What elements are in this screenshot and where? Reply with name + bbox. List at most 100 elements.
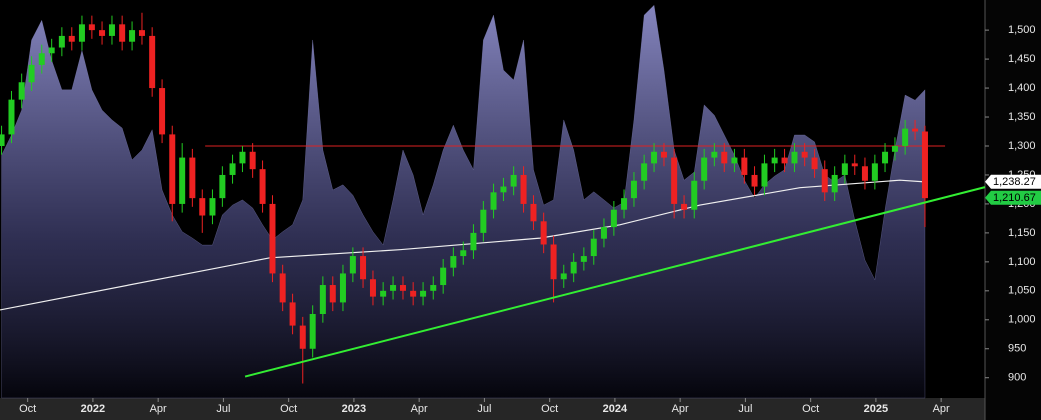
candle-body: [630, 180, 637, 199]
y-tick-label: 900: [1008, 372, 1026, 384]
candle-body: [380, 290, 387, 297]
y-tick-label: 1,450: [1008, 53, 1036, 65]
candle-body: [882, 151, 889, 164]
candle-body: [108, 24, 115, 36]
price-tag: [985, 174, 1041, 189]
x-tick-label: 2022: [81, 403, 105, 415]
candle-body: [239, 151, 246, 164]
candle-body: [360, 256, 367, 280]
candle-body: [450, 256, 457, 268]
candle-body: [821, 169, 828, 193]
price-tag-label: 1,210.67: [993, 192, 1036, 204]
y-tick-label: 950: [1008, 343, 1026, 355]
candle-body: [470, 232, 477, 251]
candle-body: [159, 88, 166, 135]
x-tick-label: Apr: [411, 403, 428, 415]
x-tick-label: Oct: [280, 403, 297, 415]
y-axis-band: [985, 0, 1041, 420]
candle-body: [902, 128, 909, 146]
candle-body: [711, 151, 718, 158]
candle-body: [329, 285, 336, 303]
candle-body: [701, 157, 708, 181]
candle-body: [319, 285, 326, 314]
candle-body: [731, 157, 738, 164]
candle-body: [390, 285, 397, 291]
y-tick-label: 1,000: [1008, 314, 1036, 326]
x-tick-label: Oct: [802, 403, 819, 415]
y-tick-label: 1,350: [1008, 111, 1036, 123]
candle-body: [179, 157, 186, 204]
candle-body: [78, 24, 85, 42]
candle-body: [0, 134, 5, 146]
candle-body: [119, 24, 126, 42]
candle-body: [691, 180, 698, 210]
candle-body: [530, 203, 537, 222]
candle-body: [299, 325, 306, 349]
candle-body: [399, 285, 406, 291]
candle-body: [38, 53, 45, 65]
candle-body: [430, 285, 437, 291]
x-tick-label: Oct: [541, 403, 558, 415]
candle-body: [580, 256, 587, 262]
candle-body: [600, 227, 607, 239]
x-tick-label: Jul: [738, 403, 752, 415]
candle-body: [249, 151, 256, 170]
candle-body: [560, 273, 567, 280]
candle-body: [851, 163, 858, 167]
x-tick-label: Oct: [19, 403, 36, 415]
candle-body: [58, 35, 65, 48]
indicator-area: [1, 4, 926, 399]
candle-body: [751, 174, 758, 187]
candle-body: [811, 157, 818, 170]
candle-body: [771, 157, 778, 164]
candle-body: [791, 151, 798, 164]
candle-body: [660, 151, 667, 158]
x-tick-label: Jul: [477, 403, 491, 415]
candle-body: [209, 198, 216, 216]
candle-body: [149, 35, 156, 89]
x-axis-band: [0, 398, 985, 420]
candle-body: [88, 24, 95, 31]
candle-body: [912, 128, 919, 132]
candle-body: [138, 30, 145, 36]
candle-body: [621, 198, 628, 210]
candle-body: [510, 174, 517, 187]
x-tick-label: Apr: [672, 403, 689, 415]
candle-body: [48, 47, 55, 54]
y-tick-label: 1,050: [1008, 285, 1036, 297]
candle-body: [219, 174, 226, 199]
candle-body: [339, 273, 346, 303]
candle-body: [590, 238, 597, 257]
candle-body: [410, 290, 417, 297]
candle-body: [871, 163, 878, 181]
y-tick-label: 1,500: [1008, 24, 1036, 36]
candle-body: [500, 186, 507, 193]
y-tick-label: 1,100: [1008, 256, 1036, 268]
candle-body: [309, 313, 316, 349]
x-tick-label: Apr: [150, 403, 167, 415]
candle-body: [279, 273, 286, 303]
candle-body: [349, 256, 356, 274]
candle-body: [189, 157, 196, 199]
x-tick-label: 2024: [603, 403, 628, 415]
candle-body: [289, 302, 296, 326]
candle-body: [921, 131, 928, 199]
candle-body: [540, 221, 547, 245]
candle-body: [420, 290, 427, 297]
candle-body: [259, 169, 266, 204]
x-tick-label: 2023: [342, 403, 366, 415]
candle-body: [831, 174, 838, 193]
candle-body: [861, 166, 868, 181]
x-tick-label: Apr: [933, 403, 950, 415]
candle-body: [68, 35, 75, 42]
candle-body: [28, 64, 35, 83]
candle-body: [610, 209, 617, 228]
y-tick-label: 1,400: [1008, 82, 1036, 94]
candle-body: [440, 267, 447, 286]
candle-body: [801, 151, 808, 158]
candle-body: [761, 163, 768, 187]
candle-body: [490, 192, 497, 210]
candle-body: [199, 198, 206, 216]
